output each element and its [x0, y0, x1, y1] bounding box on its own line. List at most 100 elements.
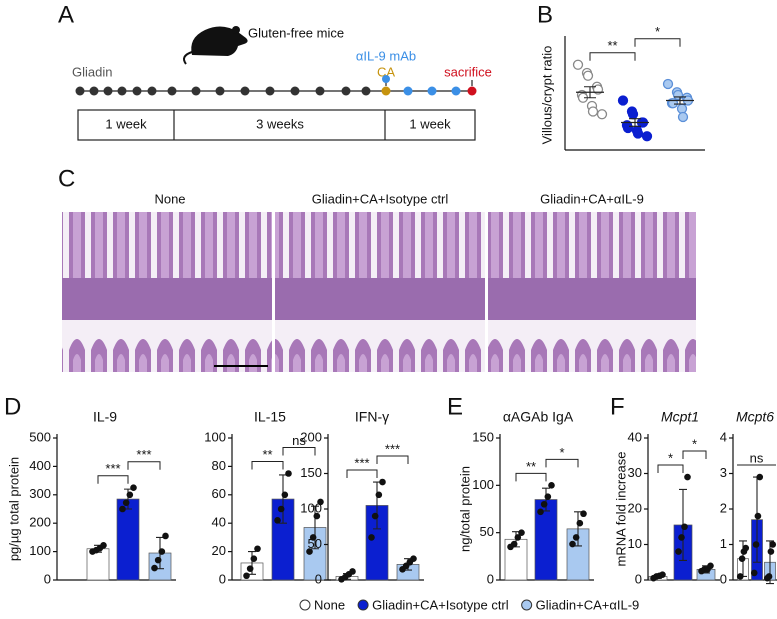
panel-letter: B — [537, 1, 553, 28]
data-point — [572, 534, 580, 541]
data-point — [675, 548, 682, 555]
y-tick-label: 10 — [628, 536, 642, 551]
error-bar — [574, 511, 582, 547]
significance-bracket — [657, 464, 684, 474]
data-point — [662, 78, 674, 90]
y-tick-label: 0 — [219, 571, 226, 586]
panel-letter: F — [610, 393, 625, 420]
y-tick-label: 150 — [300, 465, 322, 480]
histology-image — [275, 212, 485, 372]
timeline-dots — [75, 75, 477, 96]
data-point — [632, 128, 644, 139]
y-tick-label: 200 — [29, 515, 51, 530]
significance-label: * — [655, 24, 660, 39]
data-point — [569, 540, 576, 548]
significance-bracket — [634, 38, 681, 47]
y-axis-label: pg/µg total protein — [6, 457, 21, 561]
timeline-dot — [265, 86, 275, 96]
y-tick-label: 300 — [29, 486, 51, 501]
y-tick-label: 100 — [204, 429, 226, 444]
significance-bracket — [251, 461, 284, 470]
y-tick-label: 60 — [212, 486, 226, 501]
y-tick-label: 20 — [628, 500, 642, 515]
data-point — [250, 555, 258, 562]
data-point — [754, 512, 762, 520]
data-point — [750, 569, 758, 577]
chart-title: IFN-γ — [355, 409, 389, 425]
data-point — [281, 491, 289, 499]
data-point — [659, 571, 666, 578]
data-point — [122, 499, 130, 507]
y-tick-label: 0 — [487, 571, 494, 586]
mice-label: Gluten-free mice — [248, 25, 344, 40]
data-point — [349, 568, 356, 575]
chart-title: αAGAb IgA — [503, 409, 574, 425]
significance-label: * — [692, 436, 697, 451]
data-point — [641, 131, 653, 142]
timeline-dot — [427, 86, 437, 96]
y-tick-label: 500 — [29, 429, 51, 444]
data-point — [309, 534, 317, 541]
significance-label: *** — [105, 461, 120, 476]
data-point — [627, 109, 639, 120]
y-axis-label: mRNA fold increase — [613, 452, 628, 567]
data-point — [738, 555, 746, 562]
significance-bracket — [682, 450, 707, 460]
data-point — [151, 564, 158, 572]
timeline-dot — [191, 86, 201, 96]
significance-label: *** — [354, 455, 369, 470]
data-point — [678, 534, 685, 541]
mouse-icon — [183, 26, 248, 65]
data-point — [537, 508, 544, 516]
significance-bracket — [376, 455, 409, 465]
data-point — [544, 493, 552, 500]
panel-letter: D — [4, 393, 21, 420]
legend-marker — [357, 599, 369, 611]
y-tick-label: 400 — [29, 458, 51, 473]
timeline-dot — [75, 86, 85, 96]
period-box — [77, 109, 476, 141]
data-point — [736, 573, 744, 580]
data-point — [765, 573, 773, 580]
legend-label: Gliadin+CA+αIL-9 — [536, 597, 640, 612]
timeline-dot — [381, 86, 391, 96]
histology-image — [488, 212, 696, 372]
histology-label: None — [154, 191, 185, 206]
histology-label: Gliadin+CA+Isotype ctrl — [312, 191, 449, 206]
y-tick-label: 80 — [212, 458, 226, 473]
y-tick-label: 2 — [720, 500, 727, 515]
data-point — [752, 541, 760, 548]
timeline-dot — [467, 86, 477, 96]
data-point — [100, 542, 107, 549]
timeline-dot — [290, 86, 300, 96]
error-bar — [674, 96, 686, 105]
error-bar — [311, 505, 319, 550]
period-label: 1 week — [409, 116, 451, 131]
data-point — [306, 548, 313, 555]
panel-letter: C — [58, 165, 75, 192]
significance-label: ** — [607, 38, 617, 53]
timeline-dot — [167, 86, 177, 96]
data-point — [158, 548, 166, 555]
timeline-dot — [215, 86, 225, 96]
y-tick-label: 40 — [212, 515, 226, 530]
legend-label: Gliadin+CA+Isotype ctrl — [372, 597, 509, 612]
error-bar — [629, 118, 641, 127]
significance-label: ns — [292, 433, 306, 448]
data-point — [707, 562, 714, 570]
chart-title: Mcpt1 — [661, 409, 699, 425]
timeline-dot — [117, 86, 127, 96]
y-tick-label: 50 — [480, 524, 494, 539]
significance-label: * — [559, 445, 564, 460]
data-point — [375, 491, 383, 499]
y-tick-label: 100 — [300, 500, 322, 515]
timeline-dot — [361, 86, 371, 96]
data-point — [617, 95, 629, 106]
panel-letter: A — [58, 1, 74, 28]
data-point — [518, 529, 525, 536]
data-point — [254, 545, 261, 553]
data-point — [548, 482, 555, 489]
data-point — [596, 109, 608, 120]
significance-label: ** — [526, 459, 536, 474]
